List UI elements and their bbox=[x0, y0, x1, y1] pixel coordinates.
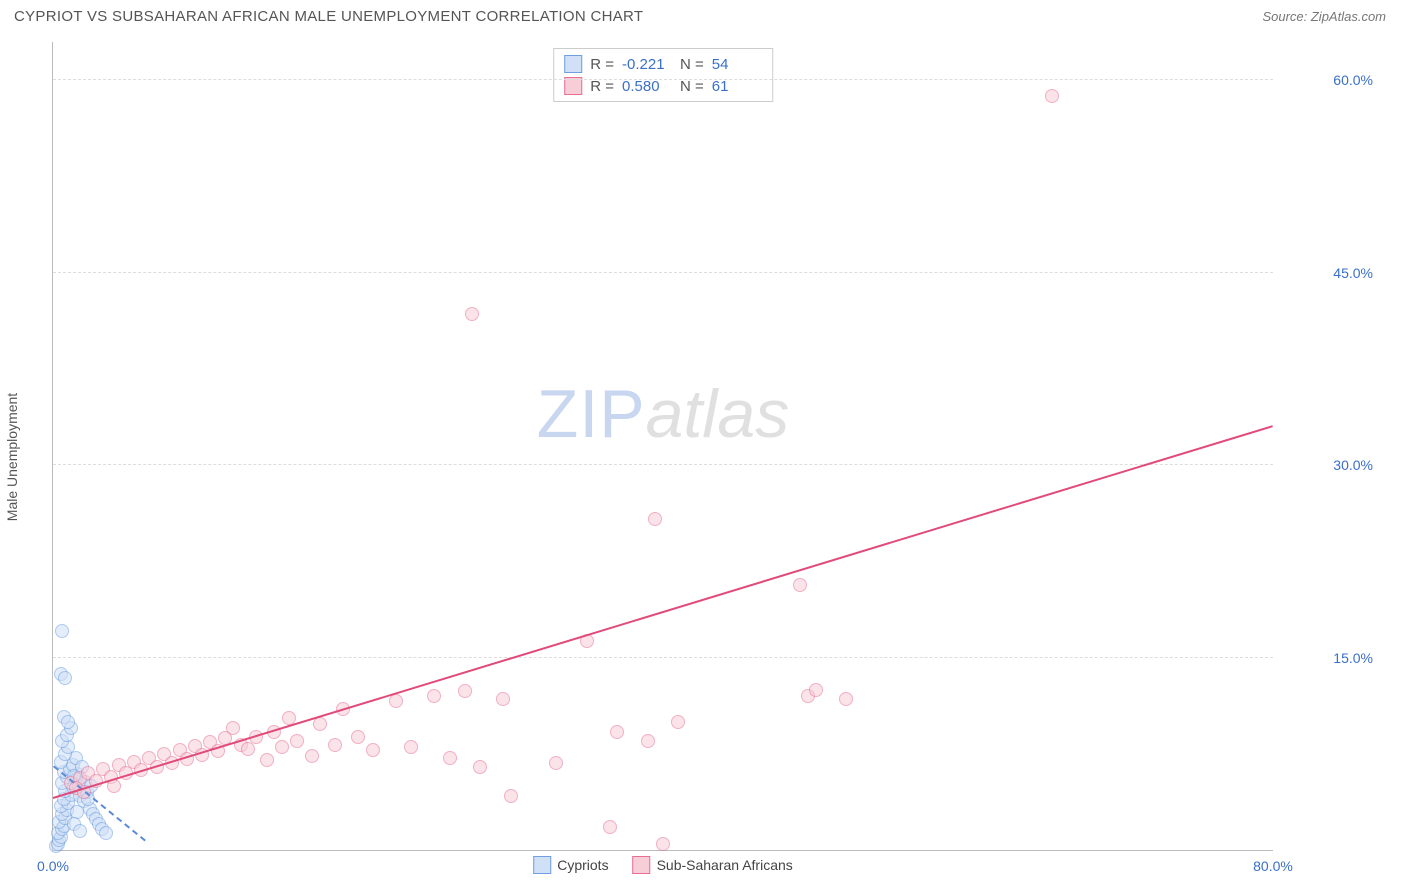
scatter-point bbox=[839, 692, 853, 706]
scatter-point bbox=[671, 715, 685, 729]
legend-item: Cypriots bbox=[533, 856, 608, 874]
scatter-point bbox=[313, 717, 327, 731]
scatter-point bbox=[458, 684, 472, 698]
scatter-point bbox=[290, 734, 304, 748]
scatter-point bbox=[473, 760, 487, 774]
scatter-point bbox=[58, 671, 72, 685]
y-tick-label: 45.0% bbox=[1283, 265, 1373, 281]
source-label: Source: ZipAtlas.com bbox=[1262, 9, 1386, 24]
scatter-point bbox=[443, 751, 457, 765]
scatter-point bbox=[351, 730, 365, 744]
r-value: -0.221 bbox=[622, 56, 672, 73]
scatter-point bbox=[73, 824, 87, 838]
watermark-atlas: atlas bbox=[646, 376, 790, 452]
scatter-point bbox=[496, 692, 510, 706]
chart-title: CYPRIOT VS SUBSAHARAN AFRICAN MALE UNEMP… bbox=[14, 8, 643, 25]
scatter-point bbox=[549, 756, 563, 770]
stats-row: R =0.580N =61 bbox=[564, 75, 762, 97]
legend-label: Sub-Saharan Africans bbox=[657, 857, 793, 873]
x-tick-label: 80.0% bbox=[1253, 858, 1293, 874]
scatter-point bbox=[366, 743, 380, 757]
trend-line bbox=[53, 425, 1274, 799]
y-tick-label: 15.0% bbox=[1283, 650, 1373, 666]
r-label: R = bbox=[590, 56, 614, 73]
scatter-point bbox=[656, 837, 670, 851]
scatter-point bbox=[793, 578, 807, 592]
legend-swatch bbox=[533, 856, 551, 874]
scatter-point bbox=[328, 738, 342, 752]
n-value: 54 bbox=[712, 56, 762, 73]
scatter-point bbox=[404, 740, 418, 754]
scatter-point bbox=[603, 820, 617, 834]
scatter-point bbox=[427, 689, 441, 703]
scatter-point bbox=[260, 753, 274, 767]
watermark-zip: ZIP bbox=[537, 376, 646, 452]
x-tick-label: 0.0% bbox=[37, 858, 69, 874]
stats-row: R = -0.221 N = 54 bbox=[564, 53, 762, 75]
scatter-point bbox=[226, 721, 240, 735]
legend-swatch bbox=[633, 856, 651, 874]
legend: Cypriots Sub-Saharan Africans bbox=[533, 856, 793, 874]
gridline bbox=[53, 464, 1273, 465]
gridline bbox=[53, 272, 1273, 273]
scatter-point bbox=[465, 307, 479, 321]
scatter-point bbox=[99, 826, 113, 840]
scatter-point bbox=[610, 725, 624, 739]
scatter-point bbox=[389, 694, 403, 708]
plot-area: ZIPatlas R =-0.221N =54R =0.580N =61 Cyp… bbox=[52, 42, 1273, 851]
series-swatch bbox=[564, 55, 582, 73]
gridline bbox=[53, 657, 1273, 658]
watermark: ZIPatlas bbox=[537, 375, 789, 453]
scatter-point bbox=[648, 512, 662, 526]
y-tick-label: 30.0% bbox=[1283, 457, 1373, 473]
scatter-point bbox=[504, 789, 518, 803]
n-label: N = bbox=[680, 56, 704, 73]
scatter-point bbox=[61, 715, 75, 729]
legend-item: Sub-Saharan Africans bbox=[633, 856, 793, 874]
y-tick-label: 60.0% bbox=[1283, 72, 1373, 88]
stats-box: R = -0.221 N = 54 R =0.580N =61 bbox=[553, 48, 773, 102]
scatter-point bbox=[809, 683, 823, 697]
scatter-point bbox=[305, 749, 319, 763]
scatter-point bbox=[275, 740, 289, 754]
gridline bbox=[53, 79, 1273, 80]
legend-label: Cypriots bbox=[557, 857, 608, 873]
y-axis-label: Male Unemployment bbox=[4, 393, 20, 521]
title-bar: CYPRIOT VS SUBSAHARAN AFRICAN MALE UNEMP… bbox=[0, 0, 1406, 29]
scatter-point bbox=[1045, 89, 1059, 103]
scatter-point bbox=[55, 624, 69, 638]
plot-wrap: Male Unemployment ZIPatlas R =-0.221N =5… bbox=[44, 42, 1384, 872]
scatter-point bbox=[641, 734, 655, 748]
